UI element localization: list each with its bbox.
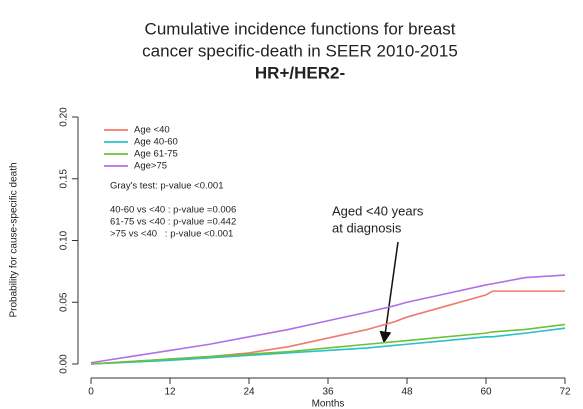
legend-label: Age>75 <box>134 161 167 172</box>
y-axis-label: Probability for cause-specific death <box>9 162 20 317</box>
title-line: HR+/HER2- <box>255 63 345 82</box>
y-tick-label: 0.00 <box>59 354 70 374</box>
legend-label: Age <40 <box>134 125 170 136</box>
annotation: Gray's test: p-value <0.001 <box>110 181 224 192</box>
series-line <box>90 323 566 365</box>
x-tick-label: 48 <box>401 387 413 398</box>
x-tick-label: 0 <box>88 387 94 398</box>
annotation: >75 vs <40 : p-value <0.001 <box>110 229 233 240</box>
y-tick-label: 0.05 <box>59 292 70 312</box>
series-line <box>90 290 565 365</box>
legend-label: Age 61-75 <box>134 149 178 160</box>
x-axis-label: Months <box>312 399 345 409</box>
title-line: cancer specific-death in SEER 2010-2015 <box>142 41 458 60</box>
annotation: 61-75 vs <40 : p-value =0.442 <box>110 217 236 228</box>
callout: at diagnosis <box>332 220 402 235</box>
x-tick-label: 72 <box>559 387 571 398</box>
x-tick-label: 60 <box>480 387 492 398</box>
y-tick-label: 0.20 <box>59 107 70 127</box>
annotation: 40-60 vs <40 : p-value =0.006 <box>110 205 236 216</box>
callout-arrow <box>379 241 399 344</box>
x-tick-label: 12 <box>164 387 176 398</box>
callout: Aged <40 years <box>332 203 424 218</box>
legend-label: Age 40-60 <box>134 137 178 148</box>
x-tick-label: 24 <box>243 387 255 398</box>
y-tick-label: 0.10 <box>59 230 70 250</box>
x-tick-label: 36 <box>322 387 334 398</box>
series-line <box>90 327 566 365</box>
series-line <box>90 274 566 364</box>
title-line: Cumulative incidence functions for breas… <box>145 19 456 38</box>
y-tick-label: 0.15 <box>59 169 70 189</box>
